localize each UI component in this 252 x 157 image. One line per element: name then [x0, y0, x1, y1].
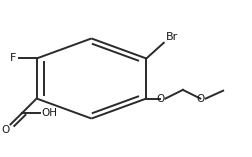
Text: OH: OH — [41, 108, 57, 118]
Text: O: O — [195, 94, 204, 103]
Text: Br: Br — [165, 32, 177, 42]
Text: O: O — [155, 94, 164, 103]
Text: O: O — [1, 125, 9, 135]
Text: F: F — [10, 54, 17, 63]
